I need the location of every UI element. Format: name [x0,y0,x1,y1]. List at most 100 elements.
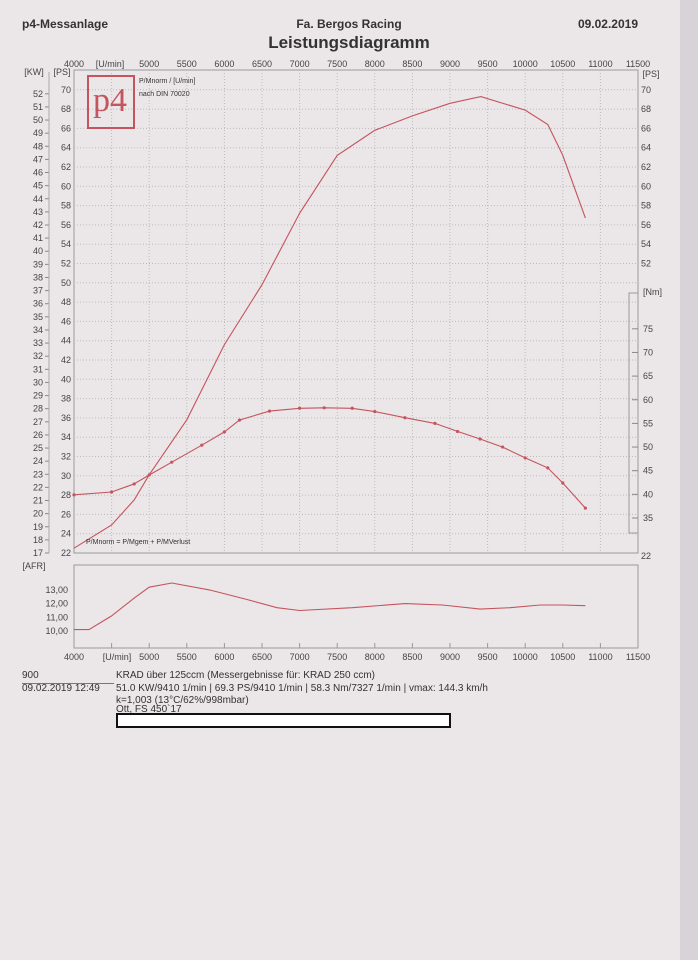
afr-x-tick-label: 11500 [626,652,650,662]
x-tick-label: 8000 [365,59,385,69]
kw-tick-label: 22 [33,482,43,492]
kw-tick-label: 29 [33,391,43,401]
measurement-datetime: 09.02.2019 12:49 [22,683,100,694]
ps-tick-label: 40 [61,374,71,384]
right-ps-tick-label: 54 [641,239,651,249]
x-tick-label: 11000 [588,59,612,69]
right-ps-tick-label: 66 [641,123,651,133]
redacted-field [116,713,451,728]
kw-axis-label: [KW] [24,67,44,77]
nm-tick-label: 35 [643,513,653,523]
torque-point [546,466,550,470]
torque-point [132,482,136,486]
torque-point [561,481,565,485]
torque-point [200,443,204,447]
right-ps-tick-label: 60 [641,181,651,191]
afr-x-tick-label: 6000 [214,652,234,662]
kw-tick-label: 17 [33,548,43,558]
x-tick-label: 7000 [290,59,310,69]
kw-tick-label: 21 [33,496,43,506]
ps-tick-label: 34 [61,432,71,442]
kw-tick-label: 35 [33,312,43,322]
torque-point [222,430,226,434]
ps-axis-label: [PS] [53,67,70,77]
right-ps-axis-label: [PS] [642,69,659,79]
kw-tick-label: 25 [33,443,43,453]
kw-tick-label: 20 [33,509,43,519]
legend-line2: nach DIN 70020 [139,91,190,98]
ps-tick-label: 52 [61,259,71,269]
torque-point [478,437,482,441]
torque-point [237,418,242,422]
legend-formula: P/Mnorm = P/Mgem + P/MVerlust [86,539,191,546]
measurement-id: 900 [22,670,39,681]
ps-tick-label: 42 [61,355,71,365]
right-ps-tick-label: 68 [641,104,651,114]
right-ps-tick-label: 62 [641,162,651,172]
chart-canvas: 4000 4000 5000 5000 5500 5500 6000 6000 6500 6500… [22,59,662,662]
kw-tick-label: 19 [33,522,43,532]
right-ps-tick-label: 56 [641,220,651,230]
kw-tick-label: 26 [33,430,43,440]
ps-tick-label: 44 [61,336,71,346]
x-tick-label: 6500 [252,59,272,69]
afr-x-tick-label: 11000 [588,652,612,662]
ps-tick-label: 56 [61,220,71,230]
kw-tick-label: 30 [33,377,43,387]
nm-tick-label: 75 [643,324,653,334]
kw-tick-label: 45 [33,181,43,191]
ps-tick-label: 62 [61,162,71,172]
x-tick-label: 10500 [550,59,575,69]
torque-point [523,456,527,460]
ps-tick-label: 60 [61,181,71,191]
ps-tick-label: 64 [61,143,71,153]
kw-tick-label: 41 [33,233,43,243]
kw-tick-label: 27 [33,417,43,427]
afr-x-tick-label: 8500 [402,652,422,662]
nm-tick-label: 70 [643,347,653,357]
kw-tick-label: 44 [33,194,43,204]
ps-tick-label: 46 [61,316,71,326]
torque-point [298,406,302,410]
x-tick-label: 4000 [64,59,84,69]
kw-tick-label: 32 [33,351,43,361]
kw-tick-label: 36 [33,299,43,309]
afr-x-tick-label: 4000 [64,652,84,662]
kw-tick-label: 46 [33,168,43,178]
torque-point [455,429,460,434]
x-tick-label: 6000 [214,59,234,69]
kw-tick-label: 48 [33,141,43,151]
afr-x-tick-label: 9000 [440,652,460,662]
nm-axis-label: [Nm] [643,287,662,297]
right-bottom-tick-label: 22 [641,551,651,561]
afr-plot-frame [73,564,639,649]
torque-point [110,490,114,494]
x-tick-label: 8500 [402,59,422,69]
kw-tick-label: 49 [33,128,43,138]
afr-tick-label: 10,00 [45,626,68,636]
afr-tick-label: 12,00 [45,599,68,609]
afr-tick-label: 13,00 [45,585,68,595]
x-tick-label: 7500 [327,59,347,69]
kw-tick-label: 28 [33,404,43,414]
torque-point [403,416,407,420]
scan-edge [680,0,698,960]
x-tick-label: 10000 [513,59,538,69]
torque-point [373,409,377,414]
torque-point [147,473,151,477]
torque-curve [73,407,586,509]
ps-tick-label: 50 [61,278,71,288]
x-tick-label: 5000 [139,59,159,69]
kw-tick-label: 51 [33,102,43,112]
nm-tick-label: 55 [643,418,653,428]
ps-tick-label: 32 [61,452,71,462]
ps-tick-label: 26 [61,509,71,519]
x-tick-label: 11500 [626,59,650,69]
torque-point [267,409,272,413]
nm-axis-frame [628,292,639,534]
afr-x-tick-label: 5500 [177,652,197,662]
afr-x-tick-label: 7500 [327,652,347,662]
power-curve [73,96,586,549]
header-date: 09.02.2019 [577,17,638,31]
